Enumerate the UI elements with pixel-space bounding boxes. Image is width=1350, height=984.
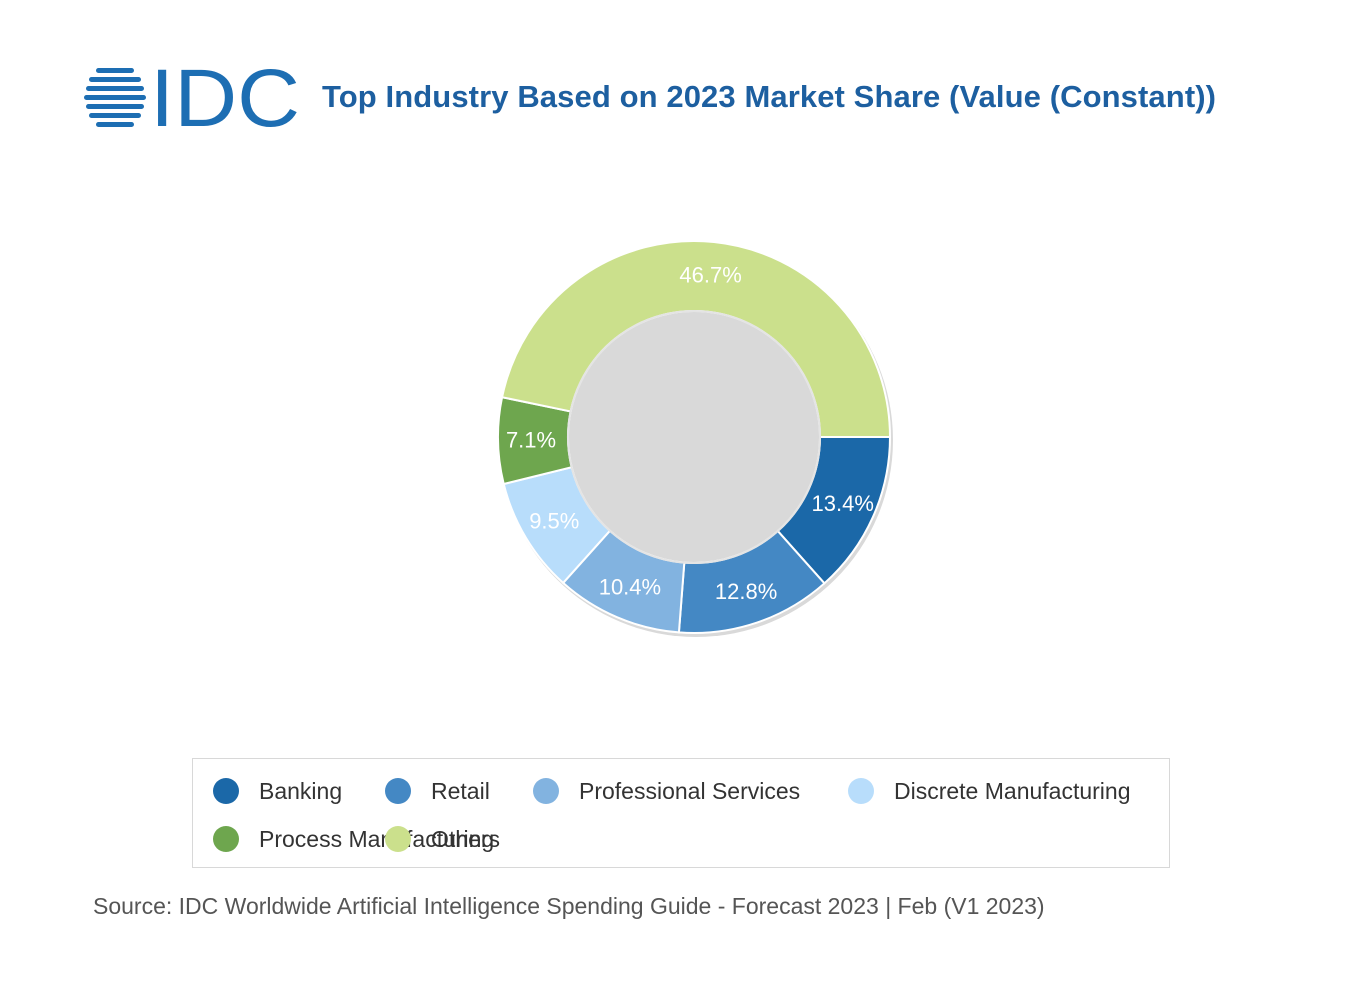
legend-marker [213,778,239,804]
legend-marker [385,778,411,804]
idc-logo-globe [84,68,146,127]
donut-hole-edge [567,310,821,564]
chart-title: Top Industry Based on 2023 Market Share … [322,79,1217,114]
legend-item-professional-services[interactable]: Professional Services [533,776,800,806]
chart-header: IDC Top Industry Based on 2023 Market Sh… [84,62,1216,132]
legend-label: Discrete Manufacturing [894,777,1131,804]
legend-item-discrete-manufacturing[interactable]: Discrete Manufacturing [848,776,1131,806]
slice-label-banking: 13.4% [812,491,874,516]
legend-label: Process Manufacturing [259,825,495,852]
legend-marker [213,826,239,852]
legend-label: Retail [431,777,490,804]
slice-label-professional-services: 10.4% [599,574,661,599]
legend-item-process-manufacturing[interactable]: Process Manufacturing [213,824,494,854]
slice-label-process-manufacturing: 7.1% [506,428,556,453]
legend-marker [848,778,874,804]
legend-label: Banking [259,777,343,804]
legend-item-retail[interactable]: Retail [385,776,490,806]
slice-label-retail: 12.8% [715,579,777,604]
legend-item-banking[interactable]: Banking [213,776,342,806]
legend-marker [533,778,559,804]
idc-logo-text: IDC [150,62,300,132]
legend-label: Others [431,825,501,852]
source-note: Source: IDC Worldwide Artificial Intelli… [93,893,1045,919]
legend-label: Professional Services [579,777,801,804]
slice-label-others: 46.7% [679,262,741,287]
chart-legend: Banking Retail Professional Services Discre… [192,758,1170,868]
idc-logo: IDC [84,62,300,132]
legend-marker [385,826,411,852]
slice-label-discrete-manufacturing: 9.5% [529,508,579,533]
legend-item-others[interactable]: Others [385,824,500,854]
